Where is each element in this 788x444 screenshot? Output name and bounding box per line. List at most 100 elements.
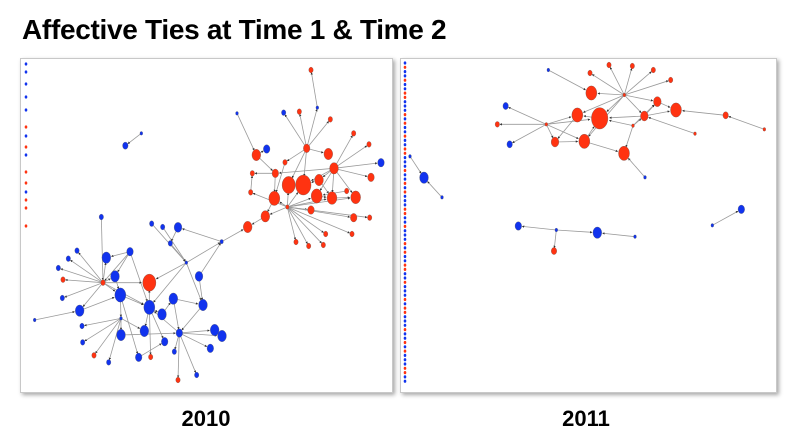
isolate-node [403, 267, 407, 271]
slide-title: Affective Ties at Time 1 & Time 2 [22, 14, 447, 45]
isolate-node [403, 310, 407, 314]
isolate-node [403, 224, 407, 228]
node-blue [643, 175, 647, 180]
isolate-node [403, 297, 407, 302]
node-blue [173, 222, 182, 233]
node-red [640, 110, 649, 122]
network-edge [162, 226, 186, 262]
network-edge [333, 167, 368, 178]
isolate-node [403, 211, 407, 216]
node-red [243, 221, 253, 233]
network-edge [591, 74, 625, 96]
isolate-node [403, 349, 407, 353]
network-edge [287, 206, 322, 244]
network-edge [306, 108, 318, 149]
node-blue [198, 299, 208, 311]
network-edge [155, 262, 187, 280]
network-edge [278, 167, 335, 175]
isolate-node [403, 108, 407, 112]
node-red [320, 241, 326, 249]
node-red [367, 214, 373, 221]
isolate-node [403, 160, 407, 164]
isolate-node [24, 82, 28, 86]
network-edge [182, 228, 222, 243]
node-red [329, 162, 339, 175]
network-edge [179, 332, 208, 347]
node-blue [263, 144, 271, 154]
node-blue [119, 316, 123, 321]
network-edge [545, 124, 554, 139]
isolate-node [24, 198, 28, 202]
node-red [323, 230, 329, 238]
network-edge [624, 80, 669, 96]
node-red [314, 174, 324, 186]
network-edge [583, 94, 625, 113]
isolate-node [24, 224, 28, 228]
node-blue [219, 239, 224, 244]
node-red [366, 141, 372, 148]
network-edge [606, 94, 625, 112]
node-red [306, 242, 312, 250]
node-red [693, 131, 697, 136]
network-edge [333, 135, 353, 169]
node-red [618, 146, 630, 161]
node-blue [184, 260, 188, 265]
node-red [295, 174, 312, 196]
node-red [367, 172, 375, 182]
node-blue [122, 141, 129, 150]
node-blue [33, 318, 37, 322]
network-edge [291, 148, 308, 179]
node-blue [408, 154, 412, 159]
network-edge [286, 192, 290, 208]
network-edge [100, 216, 105, 281]
network-edge [178, 332, 197, 373]
node-blue [149, 220, 155, 227]
isolate-node [403, 82, 407, 87]
network-edge [644, 110, 670, 117]
node-blue [59, 294, 65, 302]
node-blue [139, 131, 143, 136]
node-blue [206, 343, 214, 353]
network-edge [608, 119, 634, 127]
network-edge [409, 156, 422, 174]
isolate-node [403, 164, 407, 168]
network-edge [546, 123, 579, 140]
network-edge [556, 229, 593, 234]
isolate-node [403, 319, 407, 323]
network-edge [120, 317, 141, 329]
network-edge [333, 162, 378, 169]
network-edge [179, 329, 210, 334]
isolate-node [403, 78, 407, 82]
isolate-node [403, 233, 407, 237]
isolate-node [24, 145, 28, 149]
node-red [350, 190, 361, 204]
node-red [148, 353, 154, 361]
node-red [303, 143, 311, 153]
network-edge [176, 332, 180, 378]
network-edge [712, 210, 739, 226]
node-blue [161, 337, 169, 347]
isolate-node [24, 95, 28, 99]
node-red [142, 273, 157, 292]
isolate-node [403, 177, 407, 181]
network-edge [64, 282, 104, 298]
isolate-node [403, 173, 407, 177]
network-2011 [403, 61, 766, 383]
isolate-node [403, 194, 407, 198]
node-red [650, 66, 656, 74]
isolate-node [403, 151, 407, 155]
node-red [91, 352, 97, 359]
isolate-node [403, 371, 407, 375]
isolate-node [24, 181, 28, 185]
node-red [587, 69, 593, 77]
node-red [653, 96, 662, 107]
network-edge [553, 229, 557, 249]
network-2010 [24, 62, 385, 384]
network-edge [287, 206, 324, 233]
node-blue [80, 339, 86, 346]
isolate-node [403, 143, 407, 147]
network-edge [129, 251, 148, 302]
node-red [571, 107, 583, 123]
node-red [326, 191, 338, 205]
network-edge [306, 121, 329, 149]
